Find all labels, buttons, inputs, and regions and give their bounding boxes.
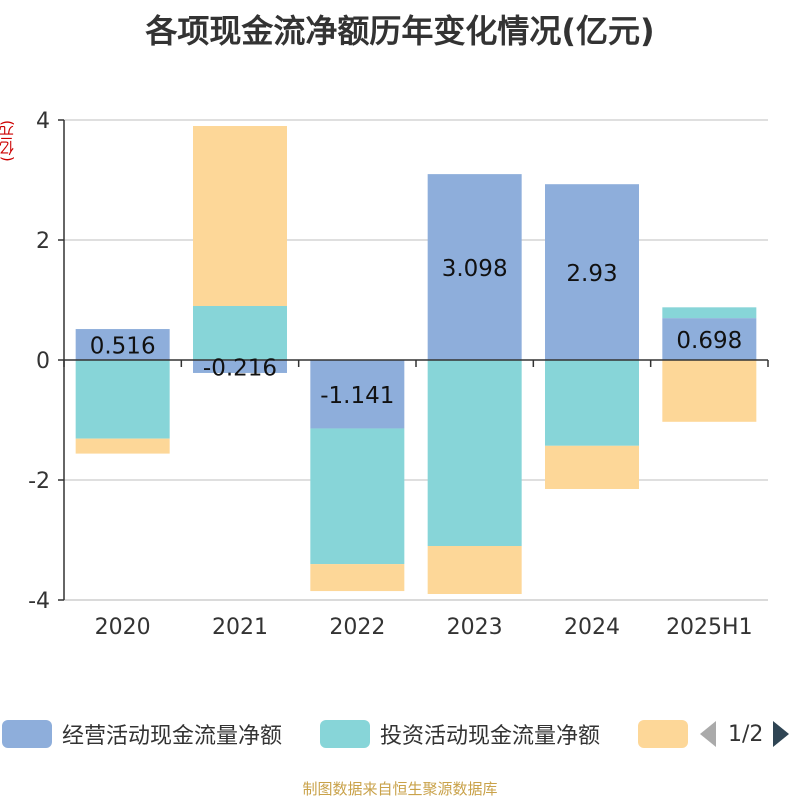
bar-segment-s2-2022[interactable]: [310, 564, 405, 592]
y-tick-label: -4: [28, 589, 50, 614]
legend-page-indicator: 1/2: [728, 721, 764, 747]
y-tick-label: -2: [28, 469, 50, 494]
legend-item-operating[interactable]: 经营活动现金流量净额: [2, 714, 282, 754]
x-tick-label: 2023: [447, 615, 503, 640]
legend-item-financing[interactable]: [638, 714, 698, 754]
grid-lines: [64, 119, 768, 601]
bar-segment-s0-2021[interactable]: [193, 360, 287, 373]
bar-segment-s0-2024[interactable]: [545, 184, 639, 360]
data-label: -1.141: [320, 383, 394, 409]
axes: 4 2 0 -2 -4 2020 2021 2022 2023 2024 2025H1: [28, 109, 769, 640]
x-tick-label: 2025H1: [666, 615, 753, 640]
legend: 经营活动现金流量净额 投资活动现金流量净额 1/2: [0, 714, 800, 754]
bar-segment-s0-2025H1[interactable]: [662, 318, 757, 360]
x-tick-label: 2022: [329, 615, 385, 640]
legend-prev-page-icon[interactable]: [700, 721, 716, 747]
cash-flow-chart: 4 2 0 -2 -4 2020 2021 2022 2023 2024 2025H1 0.516 -…: [28, 109, 769, 640]
data-label: 3.098: [442, 256, 508, 282]
legend-label-operating: 经营活动现金流量净额: [62, 724, 283, 749]
bar-segment-s1-2023[interactable]: [427, 360, 522, 546]
bar-segment-s1-2024[interactable]: [545, 360, 639, 446]
bar-segment-s2-2024[interactable]: [545, 445, 639, 489]
legend-label-investing: 投资活动现金流量净额: [380, 724, 601, 749]
legend-pager: 1/2: [700, 714, 790, 754]
x-tick-label: 2020: [95, 615, 151, 640]
bar-segment-s2-2025H1[interactable]: [662, 360, 757, 422]
legend-swatch-investing: [320, 720, 370, 748]
bars: [75, 126, 757, 594]
chart-title: 各项现金流净额历年变化情况(亿元): [145, 12, 655, 50]
x-tick-label: 2024: [564, 615, 620, 640]
bar-segment-s0-2022[interactable]: [310, 360, 405, 429]
legend-swatch-operating: [2, 720, 52, 748]
data-label: 0.516: [90, 334, 156, 360]
legend-item-investing[interactable]: 投资活动现金流量净额: [320, 714, 600, 754]
bar-segment-s0-2023[interactable]: [427, 174, 522, 360]
data-labels: 0.516 -0.216 -1.141 3.098 2.93 0.698: [90, 256, 743, 409]
bar-segment-s2-2023[interactable]: [427, 546, 522, 594]
bar-segment-s2-2020[interactable]: [75, 438, 170, 454]
bar-segment-s1-2021[interactable]: [193, 306, 287, 360]
data-source-footer: 制图数据来自恒生聚源数据库: [302, 780, 498, 798]
y-tick-label: 4: [36, 109, 50, 134]
data-label: 0.698: [676, 328, 742, 354]
bar-segment-s1-2025H1[interactable]: [662, 307, 757, 319]
data-label: 2.93: [566, 261, 617, 287]
bar-segment-s0-2020[interactable]: [75, 329, 170, 360]
bar-segment-s1-2020[interactable]: [75, 360, 170, 439]
legend-swatch-financing: [638, 720, 688, 748]
y-tick-label: 2: [36, 229, 50, 254]
legend-next-page-icon[interactable]: [773, 721, 790, 747]
bar-segment-s1-2022[interactable]: [310, 428, 405, 565]
y-tick-label: 0: [36, 349, 50, 374]
bar-segment-s2-2021[interactable]: [193, 126, 287, 306]
data-label: -0.216: [203, 355, 277, 381]
x-tick-label: 2021: [212, 615, 268, 640]
